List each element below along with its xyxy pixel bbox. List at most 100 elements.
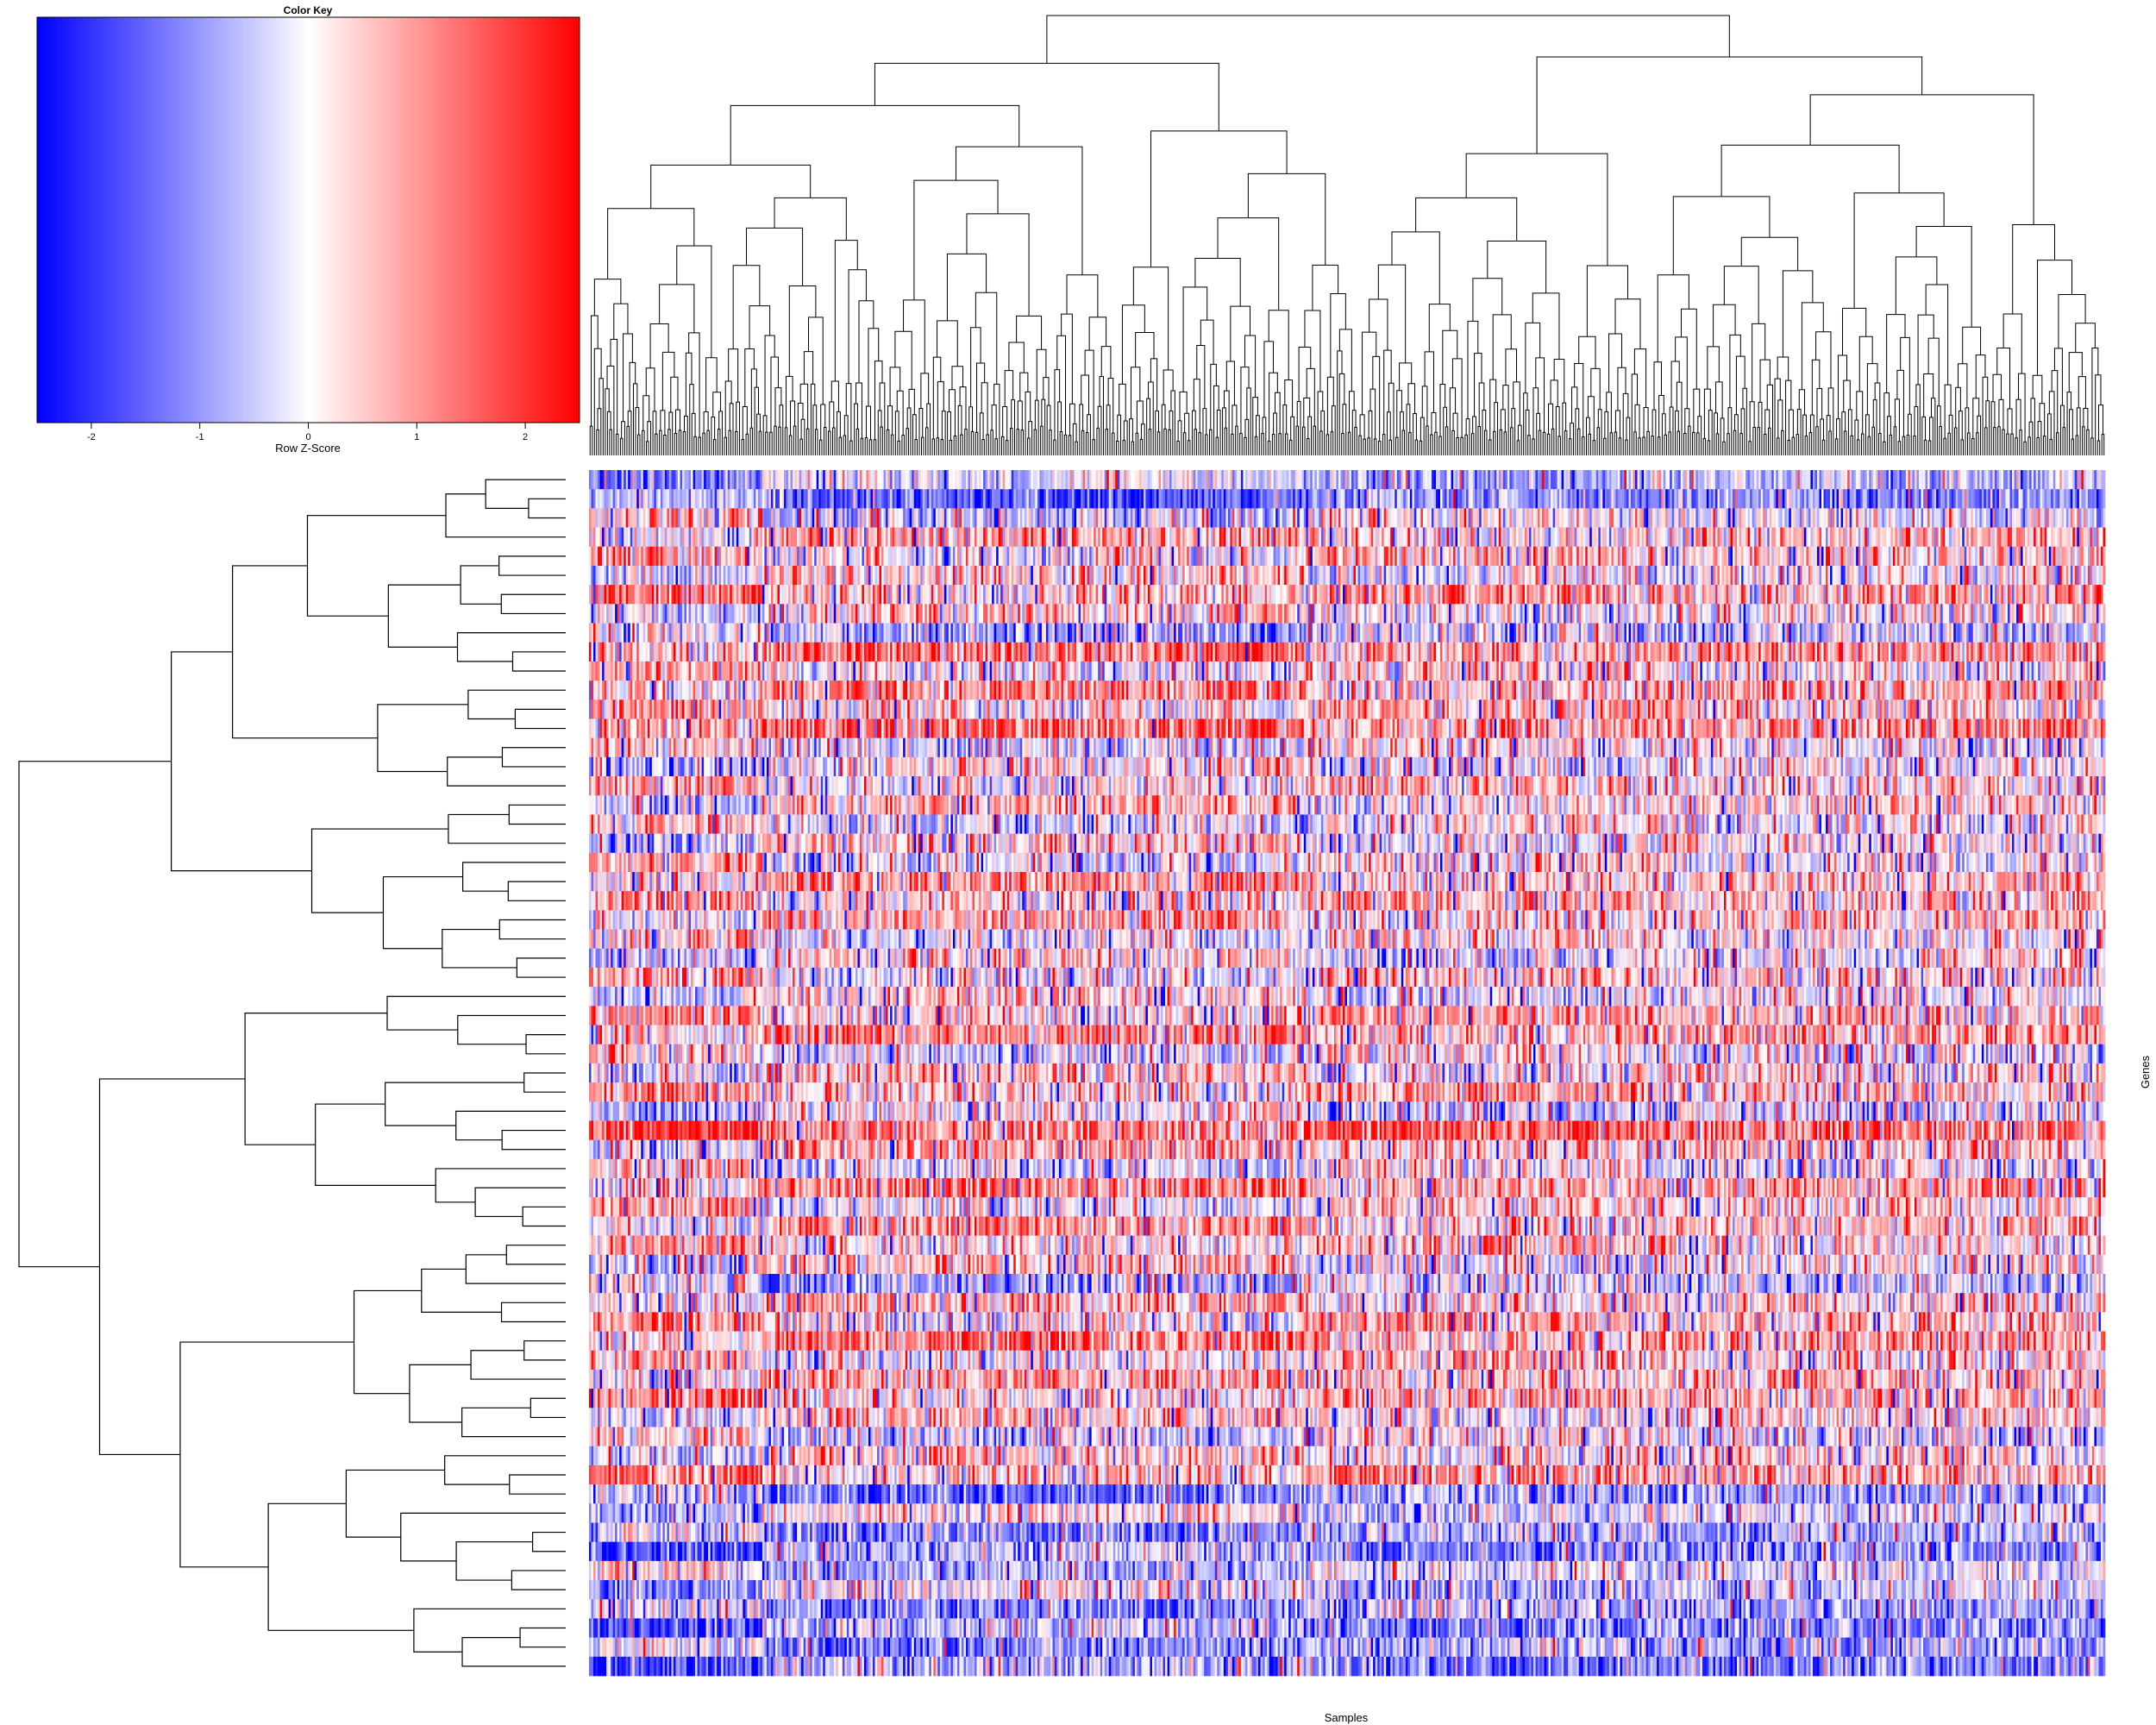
heatmap-cell xyxy=(906,508,908,528)
heatmap-cell xyxy=(784,470,787,490)
heatmap-cell xyxy=(626,470,629,490)
column-dendrogram-branch xyxy=(642,430,645,455)
column-dendrogram-branch xyxy=(1788,441,1790,455)
heatmap-cell xyxy=(1522,489,1525,509)
heatmap-cell xyxy=(1419,470,1421,490)
heatmap-cell xyxy=(1917,489,1920,509)
column-dendrogram-branch xyxy=(1041,426,1044,455)
heatmap-cell xyxy=(1321,508,1324,528)
column-dendrogram-branch xyxy=(1097,428,1100,455)
column-dendrogram-branch xyxy=(598,409,601,455)
heatmap-cell xyxy=(1126,489,1129,509)
column-dendrogram-branch xyxy=(627,426,630,455)
heatmap-cell xyxy=(847,508,849,528)
heatmap-cell xyxy=(1915,489,1917,509)
column-dendrogram-branch xyxy=(1009,342,1024,373)
heatmap-cell xyxy=(1306,508,1308,528)
heatmap-cell xyxy=(942,489,944,509)
heatmap-cell xyxy=(949,489,951,509)
heatmap-cell xyxy=(728,470,730,490)
heatmap-cell xyxy=(1566,489,1569,509)
heatmap-cell xyxy=(675,470,678,490)
column-dendrogram-branch xyxy=(1479,383,1484,426)
heatmap-cell xyxy=(2010,470,2013,490)
heatmap-cell xyxy=(1215,508,1218,528)
column-dendrogram-branch xyxy=(1117,441,1119,455)
column-dendrogram-branch xyxy=(1930,417,1934,455)
heatmap-cell xyxy=(1347,470,1350,490)
heatmap-cell xyxy=(1694,470,1696,490)
column-dendrogram-branch xyxy=(1150,359,1156,411)
heatmap-cell xyxy=(1704,489,1707,509)
heatmap-cell xyxy=(2051,470,2053,490)
heatmap-cell xyxy=(2008,489,2010,509)
heatmap-cell xyxy=(1232,470,1235,490)
heatmap-cell xyxy=(1000,470,1003,490)
heatmap-cell xyxy=(1518,489,1520,509)
heatmap-cell xyxy=(1438,470,1440,490)
heatmap-cell xyxy=(678,508,680,528)
heatmap-cell xyxy=(680,508,682,528)
heatmap-cell xyxy=(1588,489,1590,509)
column-dendrogram-branch xyxy=(746,434,749,455)
heatmap-cell xyxy=(1986,489,1989,509)
column-dendrogram-branch xyxy=(1124,421,1127,455)
heatmap-cell xyxy=(2085,470,2088,490)
heatmap-cell xyxy=(1044,508,1046,528)
row-dendrogram-branch xyxy=(458,1015,566,1044)
heatmap-cell xyxy=(1274,508,1276,528)
column-dendrogram-branch xyxy=(774,198,846,240)
heatmap-cell xyxy=(1033,489,1036,509)
heatmap-cell xyxy=(1087,508,1090,528)
heatmap-cell xyxy=(1975,470,1977,490)
column-dendrogram-branch xyxy=(750,428,753,455)
heatmap-cell xyxy=(1581,470,1583,490)
heatmap-cell xyxy=(1551,489,1553,509)
heatmap-cell xyxy=(821,470,824,490)
heatmap-cell xyxy=(1648,489,1651,509)
heatmap-cell xyxy=(1213,470,1215,490)
column-dendrogram-branch xyxy=(1605,411,1608,455)
heatmap-cell xyxy=(1338,470,1341,490)
heatmap-cell xyxy=(987,489,990,509)
heatmap-cell xyxy=(1551,508,1553,528)
heatmap-cell xyxy=(1144,489,1146,509)
heatmap-cell xyxy=(1250,508,1252,528)
heatmap-cell xyxy=(1075,470,1077,490)
heatmap-cell xyxy=(2068,470,2071,490)
heatmap-cell xyxy=(1275,470,1278,490)
column-dendrogram-branch xyxy=(1397,391,1402,438)
heatmap-cell xyxy=(636,508,639,528)
heatmap-cell xyxy=(1969,470,1971,490)
heatmap-cell xyxy=(977,470,980,490)
heatmap-cell xyxy=(1219,508,1222,528)
heatmap-cell xyxy=(914,470,917,490)
heatmap-cell xyxy=(1473,508,1476,528)
column-dendrogram-branch xyxy=(1868,436,1871,455)
column-dendrogram-branch xyxy=(980,413,983,455)
heatmap-cell xyxy=(1388,470,1391,490)
column-dendrogram-branch xyxy=(647,442,649,455)
heatmap-cell xyxy=(799,508,802,528)
heatmap-cell xyxy=(1005,508,1007,528)
heatmap-cell xyxy=(1215,489,1218,509)
heatmap-cell xyxy=(1516,489,1519,509)
heatmap-cell xyxy=(1364,508,1367,528)
heatmap-cell xyxy=(1895,489,1897,509)
column-dendrogram-branch xyxy=(971,328,981,407)
heatmap-cell xyxy=(1575,489,1577,509)
column-dendrogram-branch xyxy=(1017,430,1019,455)
column-dendrogram-branch xyxy=(1307,438,1310,455)
heatmap-cell xyxy=(1079,470,1081,490)
heatmap-cell xyxy=(1211,470,1213,490)
heatmap-cell xyxy=(1670,489,1672,509)
heatmap-cell xyxy=(1711,489,1714,509)
heatmap-cell xyxy=(1327,489,1330,509)
heatmap-cell xyxy=(1109,508,1112,528)
heatmap-cell xyxy=(734,489,736,509)
column-dendrogram-branch xyxy=(1879,434,1882,456)
heatmap-cell xyxy=(1551,470,1553,490)
heatmap-cell xyxy=(1850,470,1852,490)
heatmap-cell xyxy=(2071,489,2073,509)
heatmap-cell xyxy=(1737,470,1739,490)
